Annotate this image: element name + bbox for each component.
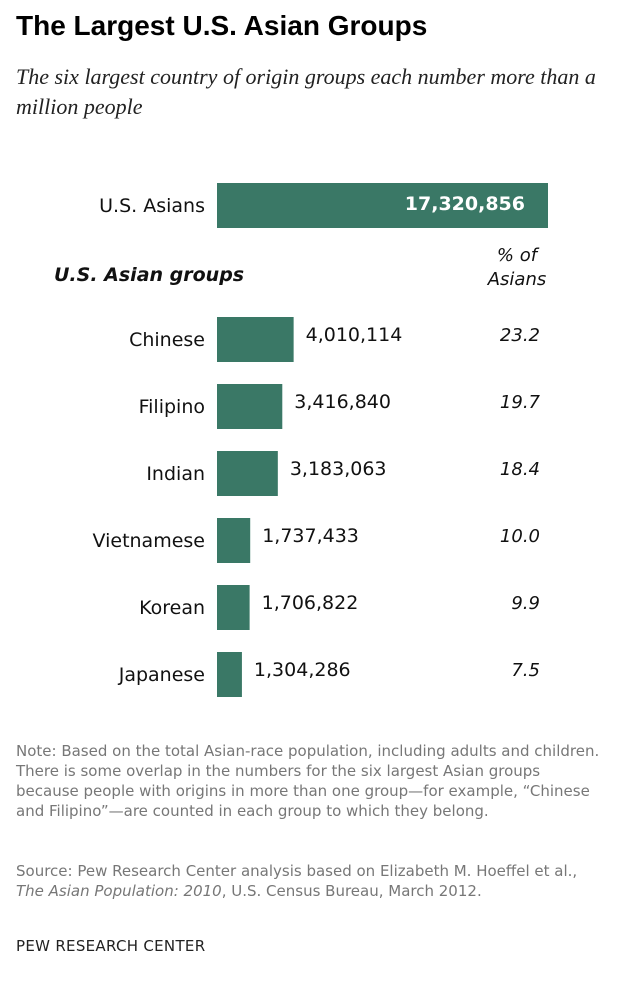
category-label: Filipino	[139, 396, 205, 418]
category-label: Vietnamese	[93, 530, 205, 552]
bar	[217, 451, 278, 496]
chart-title: The Largest U.S. Asian Groups	[16, 10, 428, 41]
percent-label: 7.5	[511, 660, 540, 681]
value-label: 3,183,063	[290, 458, 387, 480]
source-prefix: Source: Pew Research Center analysis bas…	[16, 862, 578, 880]
category-label: Japanese	[118, 664, 205, 686]
groups-heading: U.S. Asian groups	[54, 264, 244, 286]
total-label: U.S. Asians	[99, 195, 205, 217]
category-label: Korean	[139, 597, 205, 619]
total-value-label: 17,320,856	[405, 193, 525, 215]
percent-label: 9.9	[511, 593, 540, 614]
percent-label: 19.7	[500, 392, 541, 413]
value-label: 1,706,822	[262, 592, 359, 614]
bar	[217, 518, 251, 563]
chart-subtitle: The six largest country of origin groups…	[16, 64, 596, 119]
bar-chart: U.S. Asians 17,320,856 U.S. Asian groups % …	[54, 183, 548, 697]
category-label: Indian	[146, 463, 205, 485]
bar	[217, 652, 242, 697]
percent-label: 10.0	[500, 526, 540, 547]
value-label: 3,416,840	[294, 391, 391, 413]
value-label: 4,010,114	[306, 324, 403, 346]
value-label: 1,737,433	[262, 525, 359, 547]
chart-source: Source: Pew Research Center analysis bas…	[16, 861, 606, 901]
percent-label: 18.4	[500, 459, 540, 480]
bar	[217, 585, 250, 630]
total-bar	[217, 183, 548, 228]
value-label: 1,304,286	[254, 659, 351, 681]
percent-label: 23.2	[500, 325, 540, 346]
chart-note: Note: Based on the total Asian-race popu…	[16, 742, 600, 820]
bar	[217, 384, 283, 429]
pct-heading-line1: % of	[497, 245, 540, 266]
category-label: Chinese	[129, 329, 205, 351]
pct-heading-line2: Asians	[487, 269, 547, 290]
bar	[217, 317, 294, 362]
source-suffix: , U.S. Census Bureau, March 2012.	[221, 882, 482, 900]
source-title: The Asian Population: 2010	[16, 882, 222, 900]
footer-credit: PEW RESEARCH CENTER	[16, 937, 206, 955]
